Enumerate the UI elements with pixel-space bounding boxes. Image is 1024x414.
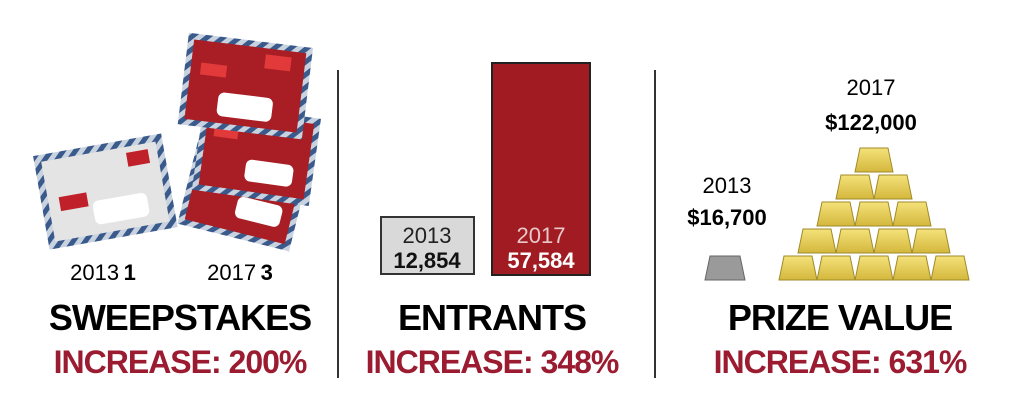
gold-bar — [911, 228, 951, 254]
gold-bar — [873, 228, 913, 254]
gold-bar — [835, 228, 875, 254]
year-value: 2017 3 — [207, 260, 273, 285]
gold-bar — [854, 147, 894, 173]
gold-bar — [797, 228, 837, 254]
gold-pyramid — [778, 147, 970, 281]
panel-title: SWEEPSTAKES — [49, 297, 311, 338]
gold-bar — [854, 201, 894, 227]
bar-2013 — [380, 216, 475, 275]
year: 2017 — [847, 75, 896, 100]
envelope-2017 — [177, 32, 314, 140]
value: 1 — [124, 260, 136, 285]
value: 12,854 — [393, 248, 461, 273]
gold-bar — [892, 255, 932, 281]
envelope-2013 — [33, 133, 178, 250]
year: 2013 — [703, 173, 752, 198]
value: 57,584 — [507, 248, 575, 273]
year: 2017 — [207, 260, 256, 285]
increase: INCREASE: 631% — [714, 344, 967, 380]
value: $16,700 — [687, 205, 767, 230]
panel-title: ENTRANTS — [398, 297, 586, 338]
value: 3 — [261, 260, 273, 285]
gold-bar-2013 — [704, 255, 746, 281]
gold-bar — [873, 174, 913, 200]
year: 2017 — [517, 223, 566, 248]
gold-bar — [854, 255, 894, 281]
value: $122,000 — [825, 110, 917, 135]
increase: INCREASE: 348% — [366, 344, 619, 380]
gold-bar — [778, 255, 818, 281]
gold-bar — [816, 255, 856, 281]
gold-bar — [835, 174, 875, 200]
gold-bar — [816, 201, 856, 227]
panel-title: PRIZE VALUE — [728, 297, 952, 338]
year-value: 2013 1 — [70, 260, 136, 285]
gold-bar — [892, 201, 932, 227]
increase: INCREASE: 200% — [54, 344, 307, 380]
year: 2013 — [70, 260, 119, 285]
gold-bar — [930, 255, 970, 281]
bar-2017 — [491, 62, 591, 276]
year: 2013 — [403, 223, 452, 248]
